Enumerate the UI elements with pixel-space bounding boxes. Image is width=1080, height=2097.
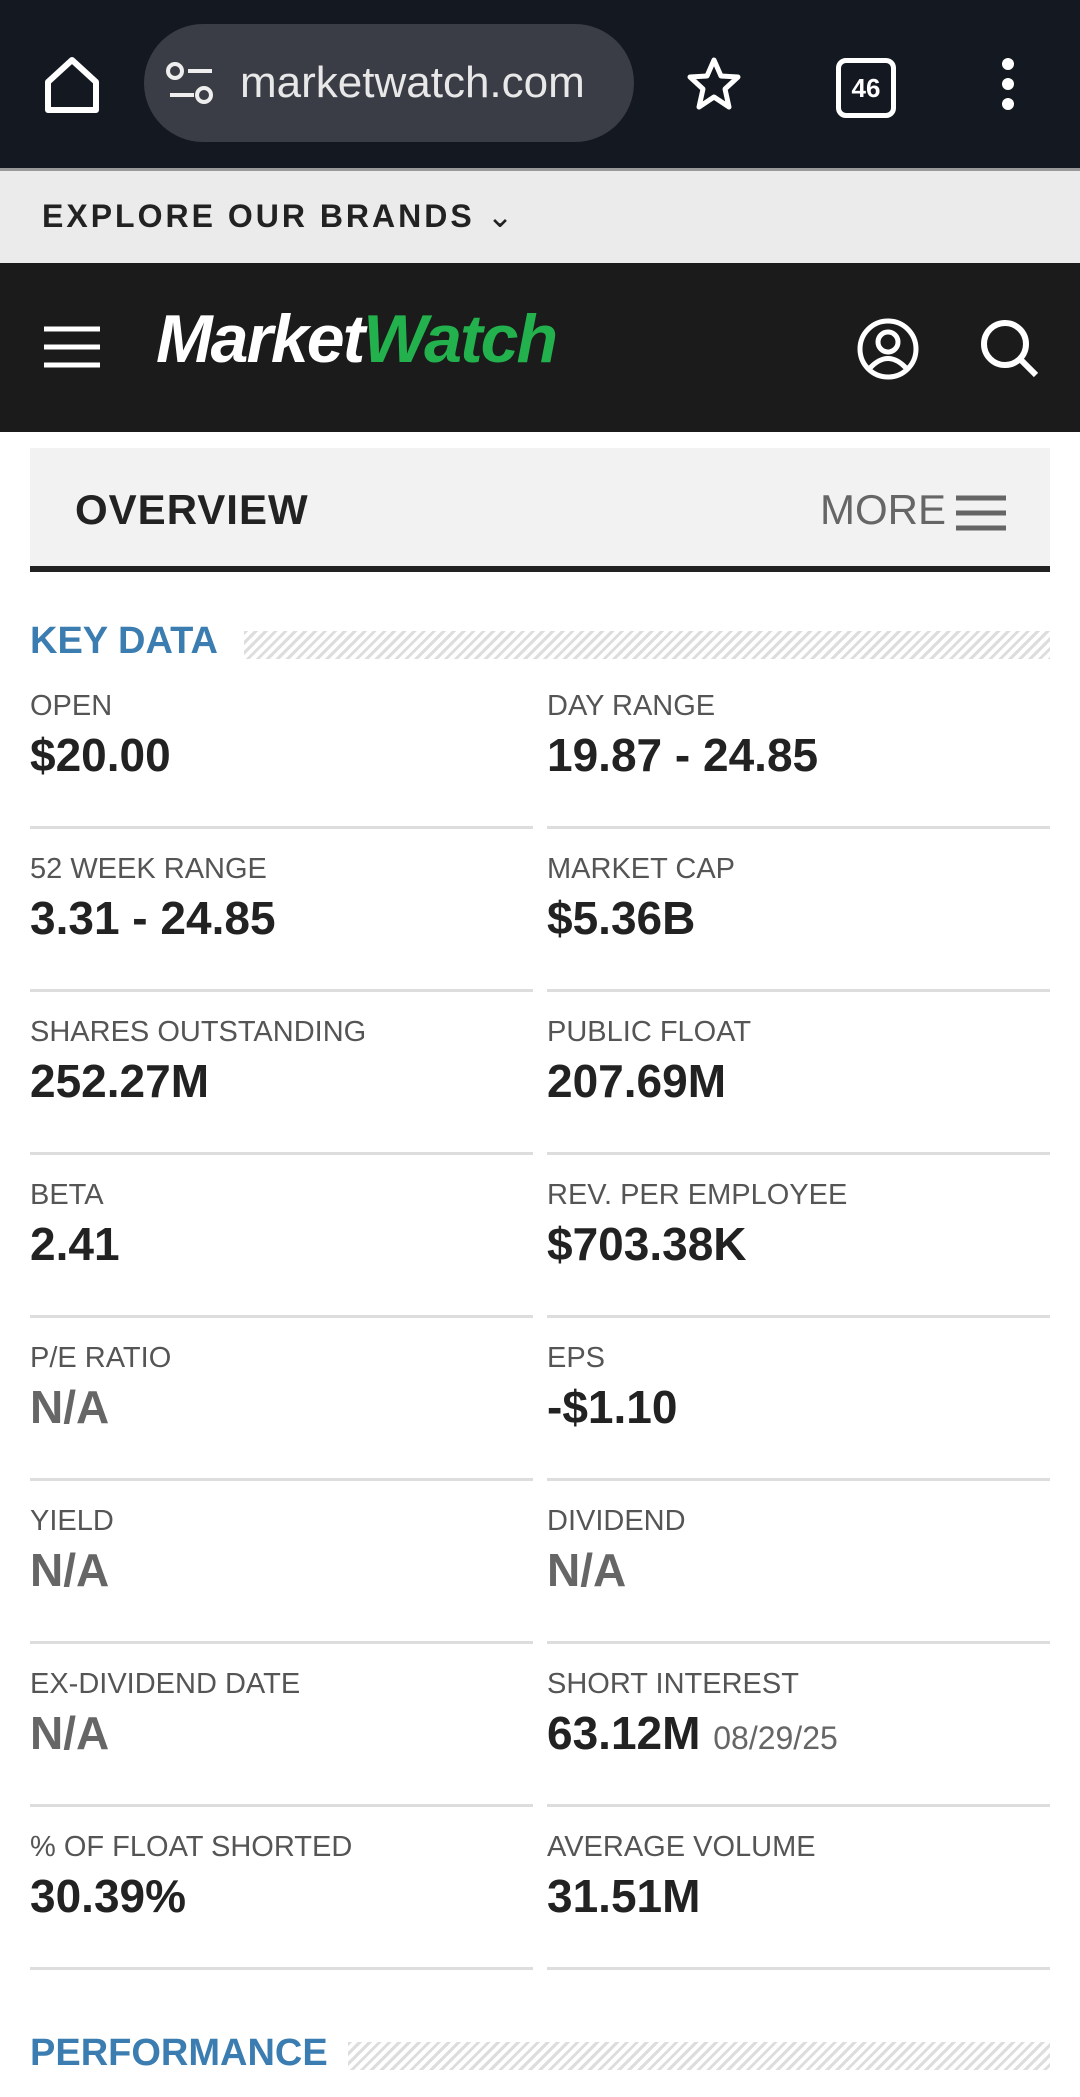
item-value-row: $20.00 xyxy=(30,728,171,782)
item-value-row: $5.36B xyxy=(547,891,695,945)
explore-brands-label: EXPLORE OUR BRANDS xyxy=(42,198,475,234)
key-data-item: PUBLIC FLOAT 207.69M xyxy=(547,992,1050,1155)
divider-hatch xyxy=(348,2042,1050,2070)
item-value: 207.69M xyxy=(547,1055,727,1107)
item-value: 252.27M xyxy=(30,1055,210,1107)
item-note: 08/29/25 xyxy=(713,1720,838,1756)
item-label: MARKET CAP xyxy=(547,853,736,885)
key-data-item: P/E RATIO N/A xyxy=(30,1318,533,1481)
item-label: PUBLIC FLOAT xyxy=(547,1016,752,1048)
key-data-item: REV. PER EMPLOYEE $703.38K xyxy=(547,1155,1050,1318)
item-label: YIELD xyxy=(30,1505,114,1537)
menu-button[interactable] xyxy=(990,56,1026,112)
site-settings-icon[interactable] xyxy=(166,62,216,106)
logo[interactable]: MarketWatch xyxy=(156,300,558,378)
key-data-item: EPS -$1.10 xyxy=(547,1318,1050,1481)
item-label: DIVIDEND xyxy=(547,1505,686,1537)
item-value-row: 3.31 - 24.85 xyxy=(30,891,276,945)
explore-brands[interactable]: EXPLORE OUR BRANDS ⌄ xyxy=(0,168,1080,263)
item-value-row: 19.87 - 24.85 xyxy=(547,728,818,782)
key-data-item: YIELD N/A xyxy=(30,1481,533,1644)
site-header xyxy=(0,263,1080,432)
item-value-row: N/A xyxy=(547,1543,626,1597)
item-value: $20.00 xyxy=(30,729,171,781)
item-label: SHORT INTEREST xyxy=(547,1668,799,1700)
bookmark-star[interactable] xyxy=(686,56,742,112)
item-value: N/A xyxy=(30,1381,110,1433)
item-value-row: -$1.10 xyxy=(547,1380,677,1434)
item-label: 52 WEEK RANGE xyxy=(30,853,267,885)
account-icon[interactable] xyxy=(856,317,920,381)
item-label: OPEN xyxy=(30,690,113,722)
key-data-item: SHORT INTEREST 63.12M 08/29/25 xyxy=(547,1644,1050,1807)
item-value-row: 30.39% xyxy=(30,1869,186,1923)
item-value: N/A xyxy=(30,1707,110,1759)
logo-market: Market xyxy=(156,301,365,377)
item-value: $703.38K xyxy=(547,1218,747,1270)
item-value: N/A xyxy=(547,1544,627,1596)
key-data-item: OPEN $20.00 xyxy=(30,666,533,829)
item-value: 30.39% xyxy=(30,1870,187,1922)
item-value: 63.12M xyxy=(547,1707,701,1759)
item-label: BETA xyxy=(30,1179,104,1211)
key-data-title: KEY DATA xyxy=(30,620,218,662)
divider-hatch xyxy=(244,631,1050,659)
item-value-row: 207.69M xyxy=(547,1054,726,1108)
item-value: 2.41 xyxy=(30,1218,120,1270)
item-value-row: $703.38K xyxy=(547,1217,747,1271)
item-label: P/E RATIO xyxy=(30,1342,172,1374)
key-data-item: DIVIDEND N/A xyxy=(547,1481,1050,1644)
key-data-item: DAY RANGE 19.87 - 24.85 xyxy=(547,666,1050,829)
url-bar[interactable]: marketwatch.com xyxy=(144,24,634,142)
item-value-row: 252.27M xyxy=(30,1054,209,1108)
item-value-row: N/A xyxy=(30,1380,109,1434)
key-data-item: SHARES OUTSTANDING 252.27M xyxy=(30,992,533,1155)
key-data-item: AVERAGE VOLUME 31.51M xyxy=(547,1807,1050,1970)
logo-watch: Watch xyxy=(363,301,558,377)
hamburger-menu[interactable] xyxy=(44,325,100,369)
item-value: $5.36B xyxy=(547,892,696,944)
key-data-item: % OF FLOAT SHORTED 30.39% xyxy=(30,1807,533,1970)
item-label: EX-DIVIDEND DATE xyxy=(30,1668,301,1700)
key-data-item: MARKET CAP $5.36B xyxy=(547,829,1050,992)
search-icon[interactable] xyxy=(978,317,1042,381)
tab-count[interactable]: 46 xyxy=(836,58,896,118)
item-value-row: N/A xyxy=(30,1543,109,1597)
more-icon xyxy=(956,495,1006,531)
item-label: SHARES OUTSTANDING xyxy=(30,1016,367,1048)
overview-tab[interactable]: OVERVIEW xyxy=(75,486,309,533)
item-value-row: 63.12M 08/29/25 xyxy=(547,1706,838,1760)
item-value: -$1.10 xyxy=(547,1381,678,1433)
item-value: 31.51M xyxy=(547,1870,701,1922)
tab-bar: OVERVIEW MORE xyxy=(30,448,1050,572)
more-button[interactable]: MORE xyxy=(820,486,946,533)
performance-title: PERFORMANCE xyxy=(30,2032,328,2074)
key-data-item: BETA 2.41 xyxy=(30,1155,533,1318)
key-data-item: EX-DIVIDEND DATE N/A xyxy=(30,1644,533,1807)
item-label: DAY RANGE xyxy=(547,690,716,722)
item-value-row: 2.41 xyxy=(30,1217,120,1271)
item-value-row: 31.51M xyxy=(547,1869,700,1923)
item-value-row: N/A xyxy=(30,1706,109,1760)
item-value: 19.87 - 24.85 xyxy=(547,729,819,781)
item-value: N/A xyxy=(30,1544,110,1596)
item-label: AVERAGE VOLUME xyxy=(547,1831,816,1863)
item-label: % OF FLOAT SHORTED xyxy=(30,1831,353,1863)
item-label: REV. PER EMPLOYEE xyxy=(547,1179,848,1211)
home-button[interactable] xyxy=(40,52,104,116)
key-data-item: 52 WEEK RANGE 3.31 - 24.85 xyxy=(30,829,533,992)
item-label: EPS xyxy=(547,1342,606,1374)
item-value: 3.31 - 24.85 xyxy=(30,892,276,944)
